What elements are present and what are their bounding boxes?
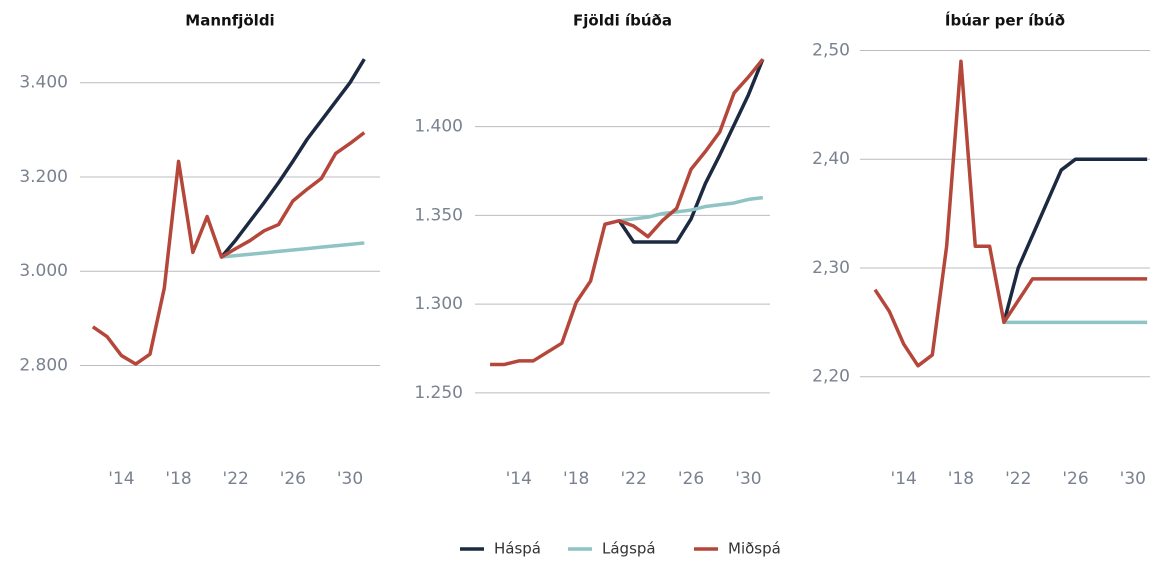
legend-item: Háspá <box>460 540 541 558</box>
x-tick-label: '22 <box>1005 469 1031 489</box>
y-tick-label: 2,20 <box>812 367 850 387</box>
x-tick-label: '30 <box>337 469 363 489</box>
x-tick-label: '22 <box>223 469 249 489</box>
x-tick-label: '26 <box>1062 469 1088 489</box>
y-tick-label: 1.400 <box>414 117 463 137</box>
legend-item: Miðspá <box>694 540 781 558</box>
y-tick-label: 3.000 <box>19 261 68 281</box>
x-tick-label: '18 <box>563 469 589 489</box>
x-tick-label: '30 <box>1120 469 1146 489</box>
x-tick-label: '14 <box>506 469 532 489</box>
line <box>91 131 366 366</box>
line <box>873 59 1148 368</box>
line <box>617 58 765 244</box>
x-tick-label: '22 <box>620 469 646 489</box>
y-tick-label: 1.250 <box>414 383 463 403</box>
y-tick-label: 2,50 <box>812 40 850 60</box>
y-tick-label: 2,40 <box>812 149 850 169</box>
y-tick-label: 2,30 <box>812 258 850 278</box>
x-tick-label: '18 <box>165 469 191 489</box>
legend-label: Háspá <box>494 540 541 558</box>
line <box>1002 157 1148 323</box>
y-tick-label: 3.400 <box>19 73 68 93</box>
x-tick-label: '26 <box>678 469 704 489</box>
chart-title: Íbúar per íbúð <box>945 11 1065 30</box>
line <box>490 58 765 367</box>
x-tick-label: '26 <box>280 469 306 489</box>
x-tick-label: '14 <box>108 469 134 489</box>
x-tick-label: '18 <box>948 469 974 489</box>
line <box>221 241 365 259</box>
chart-title: Fjöldi íbúða <box>573 12 672 30</box>
x-tick-label: '30 <box>735 469 761 489</box>
y-tick-label: 3.200 <box>19 167 68 187</box>
y-tick-label: 2.800 <box>19 355 68 375</box>
line <box>619 195 764 223</box>
line <box>220 58 366 259</box>
legend-label: Lágspá <box>602 540 656 558</box>
legend-item: Lágspá <box>568 540 656 558</box>
x-tick-label: '14 <box>891 469 917 489</box>
y-tick-label: 1.300 <box>414 294 463 314</box>
y-tick-label: 1.350 <box>414 205 463 225</box>
chart-title: Mannfjöldi <box>185 12 274 30</box>
legend-label: Miðspá <box>728 540 781 558</box>
